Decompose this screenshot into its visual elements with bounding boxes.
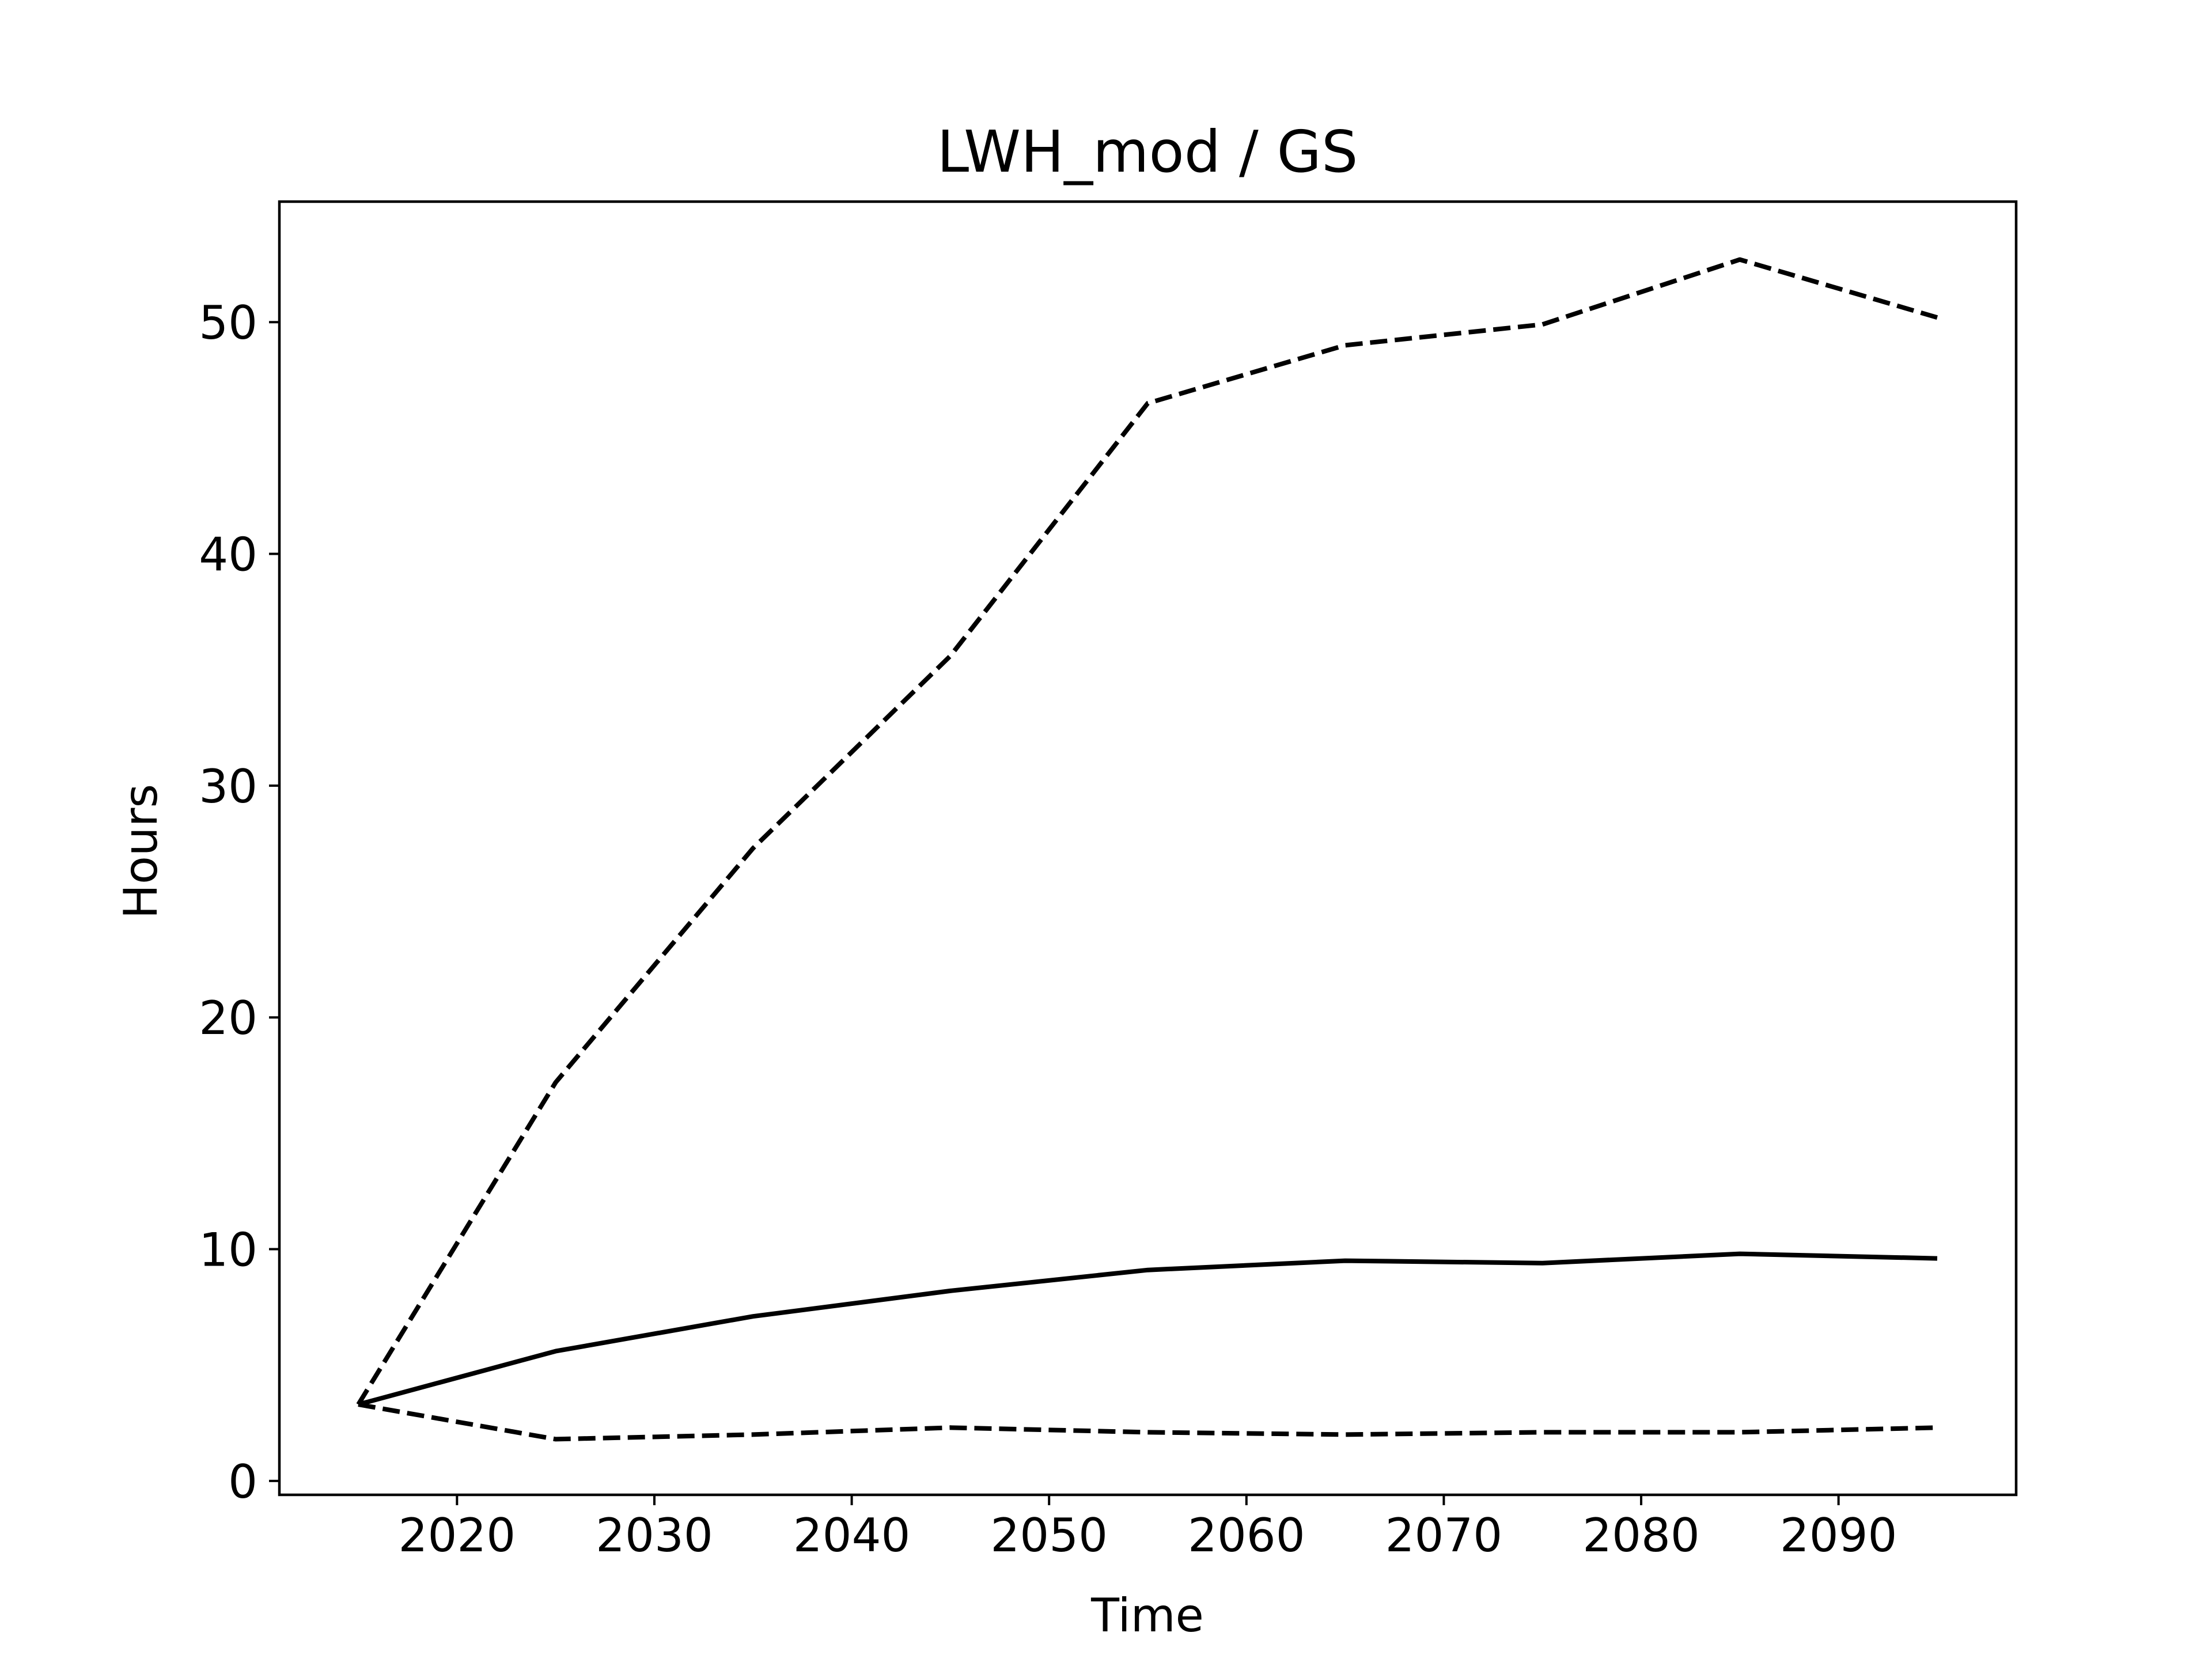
y-tick-label-30: 30 (199, 760, 257, 813)
y-axis-label: Hours (114, 784, 168, 919)
series-line-3 (358, 1402, 1938, 1442)
x-tick-label-2040: 2040 (793, 1509, 911, 1562)
x-tick-label-2020: 2020 (399, 1509, 516, 1562)
y-tick-label-0: 0 (228, 1455, 257, 1509)
y-tick-label-40: 40 (199, 528, 257, 582)
x-tick-label-2050: 2050 (990, 1509, 1108, 1562)
x-tick-label-2060: 2060 (1188, 1509, 1305, 1562)
y-tick-label-20: 20 (199, 991, 257, 1045)
y-tick-label-50: 50 (199, 296, 257, 350)
x-tick-label-2070: 2070 (1385, 1509, 1503, 1562)
y-tick-label-10: 10 (199, 1224, 257, 1277)
series-line-2 (357, 1251, 1938, 1407)
plot-area: 2020 2030 2040 2050 2060 2070 2080 209001020304… (199, 200, 2018, 1562)
x-tick-label-2030: 2030 (596, 1509, 713, 1562)
x-axis-label: Time (1090, 1589, 1204, 1642)
chart-title: LWH_mod / GS (937, 118, 1358, 185)
plot-frame (278, 200, 2018, 1497)
x-tick-label-2080: 2080 (1582, 1509, 1700, 1562)
x-tick-label-2090: 2090 (1780, 1509, 1897, 1562)
series-line-1 (356, 257, 1938, 1406)
